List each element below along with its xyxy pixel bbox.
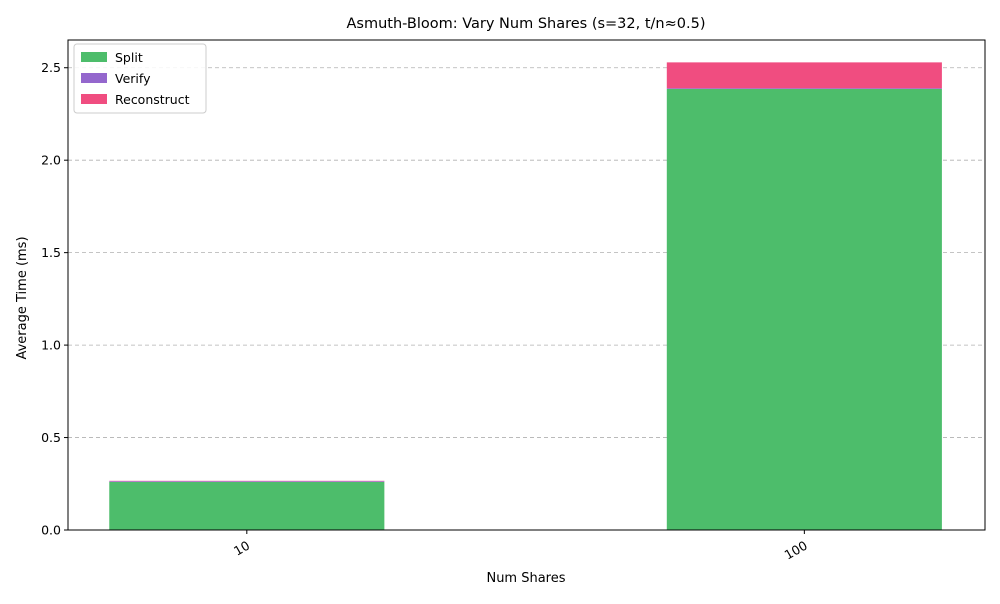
bar-segment-verify xyxy=(667,88,942,89)
y-axis-ticks: 0.0 0.5 1.0 1.5 2.0 2.5 xyxy=(41,60,68,537)
x-tick-label: 10 xyxy=(231,538,252,559)
y-tick-label: 0.0 xyxy=(41,523,61,538)
legend-swatch xyxy=(81,52,107,62)
y-tick-label: 1.5 xyxy=(41,245,61,260)
x-tick-label: 100 xyxy=(782,538,810,563)
x-axis-ticks: 10 100 xyxy=(231,530,810,563)
y-tick-label: 0.5 xyxy=(41,430,61,445)
bars xyxy=(109,62,942,530)
legend: Split Verify Reconstruct xyxy=(74,44,206,113)
legend-swatch xyxy=(81,73,107,83)
legend-label: Verify xyxy=(115,71,151,86)
y-tick-label: 2.5 xyxy=(41,60,61,75)
bar-segment-split xyxy=(109,482,384,530)
legend-label: Reconstruct xyxy=(115,92,190,107)
chart-title: Asmuth-Bloom: Vary Num Shares (s=32, t/n… xyxy=(347,16,706,32)
bar-segment-verify xyxy=(109,481,384,482)
x-axis-label: Num Shares xyxy=(486,571,565,586)
bar-segment-split xyxy=(667,89,942,530)
legend-swatch xyxy=(81,94,107,104)
legend-label: Split xyxy=(115,50,143,65)
bar-segment-reconstruct xyxy=(667,62,942,88)
y-tick-label: 1.0 xyxy=(41,338,61,353)
y-axis-label: Average Time (ms) xyxy=(15,236,30,359)
y-tick-label: 2.0 xyxy=(41,153,61,168)
